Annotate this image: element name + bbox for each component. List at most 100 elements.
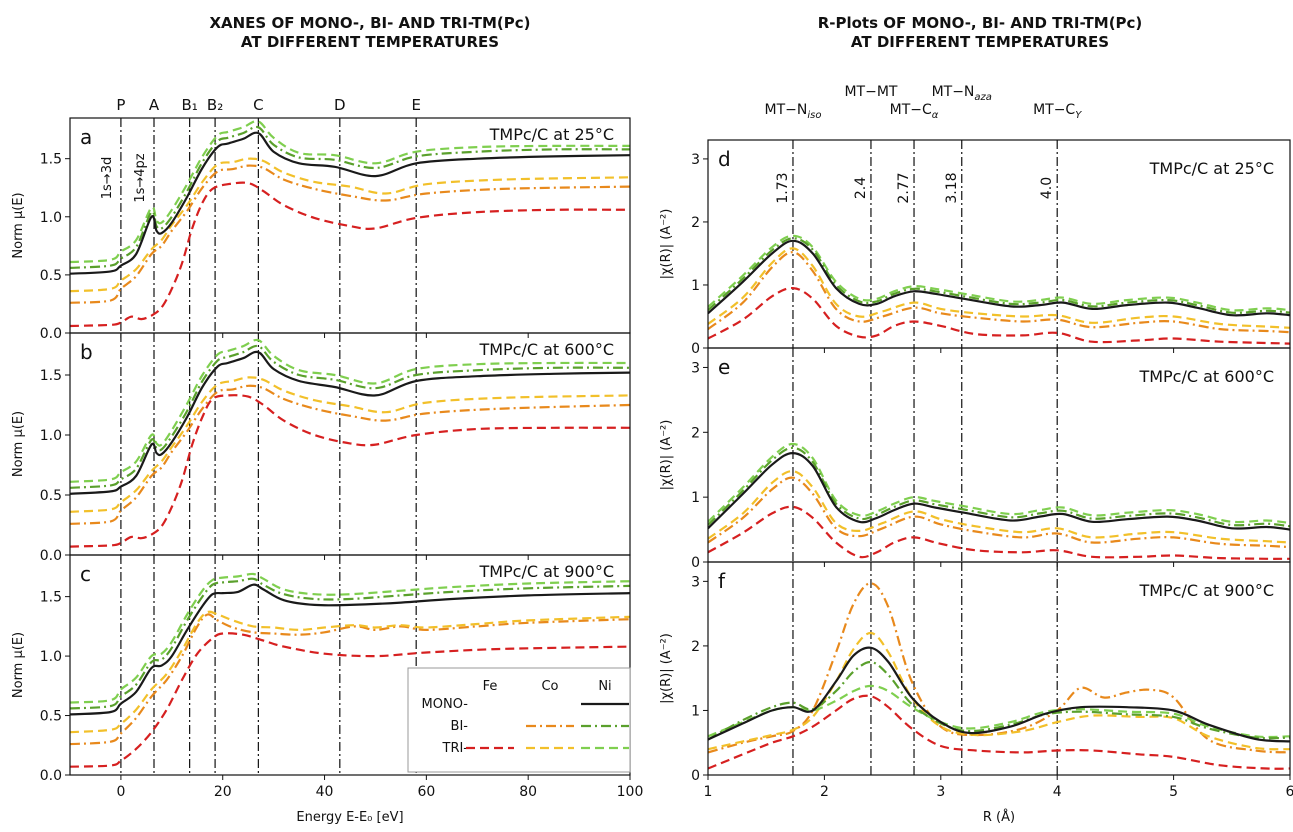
bond-label-0: MT−Niso <box>764 102 821 121</box>
series-group <box>70 120 630 328</box>
y-tick-label: 0.0 <box>40 326 62 342</box>
series-group <box>708 442 1290 560</box>
marker-label-0: P <box>116 96 125 114</box>
y-tick-label: 0.5 <box>40 488 62 504</box>
panel-label: TMPc/C at 600°C <box>478 340 614 359</box>
legend-box <box>407 667 631 773</box>
panel-label: TMPc/C at 900°C <box>1138 581 1274 600</box>
series-line-co-bi <box>708 582 1290 754</box>
x-tick-label: 40 <box>316 784 334 800</box>
series-line-ni-bi <box>708 237 1290 314</box>
distance-value-1: 2.4 <box>853 177 869 199</box>
y-tick-label: 2 <box>691 639 700 655</box>
series-line-fe-tri <box>70 394 630 548</box>
y-axis-label: Norm μ(E) <box>11 192 26 258</box>
left-title-line1: XANES OF MONO-, BI- AND TRI-TM(Pc) <box>209 14 531 32</box>
y-tick-label: 0 <box>691 341 700 357</box>
panel-letter: f <box>718 569 726 593</box>
y-tick-label: 3 <box>691 574 700 590</box>
series-line-co-bi <box>70 164 630 304</box>
y-tick-label: 0 <box>691 768 700 784</box>
panel-letter: b <box>80 340 93 364</box>
series-line-ni-tri <box>708 234 1290 312</box>
x-tick-label: 20 <box>214 784 232 800</box>
series-line-ni-mono <box>708 239 1290 317</box>
series-group <box>70 338 630 548</box>
series-line-ni-bi <box>70 577 630 710</box>
left-title-line2: AT DIFFERENT TEMPERATURES <box>240 33 500 51</box>
panel-letter: e <box>718 355 730 379</box>
panel-letter: c <box>80 562 91 586</box>
y-tick-label: 1.5 <box>40 368 62 384</box>
panel-d: 0 1 2 3 |χ(R)| (A⁻²) d TMPc/C at 25°C MT−Niso 1.… <box>659 84 1291 357</box>
x-axis-label: Energy E-E₀ [eV] <box>296 810 403 825</box>
y-tick-label: 1.5 <box>40 590 62 606</box>
x-tick-label: 5 <box>1169 784 1178 800</box>
series-line-fe-tri <box>70 181 630 328</box>
panel-e: 0 1 2 3 |χ(R)| (A⁻²) e TMPc/C at 600°C <box>659 347 1291 571</box>
series-line-fe-tri <box>708 694 1290 770</box>
x-tick-label: 6 <box>1286 784 1293 800</box>
series-line-co-tri <box>70 610 630 734</box>
series-line-co-bi <box>70 384 630 525</box>
y-tick-label: 1.0 <box>40 210 62 226</box>
series-line-fe-tri <box>708 505 1290 560</box>
panel-a: 0.0 0.5 1.0 1.5 Norm μ(E) a TMPc/C at 25°C P A B₁… <box>11 96 631 342</box>
series-line-ni-mono <box>70 350 630 495</box>
panel-label: TMPc/C at 25°C <box>1149 159 1274 178</box>
y-axis-label: |χ(R)| (A⁻²) <box>659 633 674 704</box>
y-axis-label: |χ(R)| (A⁻²) <box>659 420 674 491</box>
series-line-ni-bi <box>708 446 1290 528</box>
x-tick-label: 4 <box>1053 784 1062 800</box>
y-tick-label: 0.5 <box>40 268 62 284</box>
x-tick-label: 1 <box>704 784 713 800</box>
marker-label-2: B₁ <box>181 96 197 114</box>
series-line-ni-tri <box>70 572 630 704</box>
marker-label-6: E <box>411 96 420 114</box>
y-axis-label: Norm μ(E) <box>11 632 26 698</box>
panel-c: 0.0 0.5 1.0 1.5 0 20 40 60 80 100 Norm μ(E) Energy … <box>11 554 644 825</box>
legend-row-label: BI- <box>451 719 469 734</box>
y-tick-label: 0.0 <box>40 768 62 784</box>
panel-label: TMPc/C at 900°C <box>478 562 614 581</box>
y-tick-label: 1 <box>691 490 700 506</box>
annotation-1s-4pz: 1s→4pz <box>133 153 148 202</box>
series-line-ni-tri <box>70 338 630 483</box>
y-tick-label: 1 <box>691 703 700 719</box>
series-line-ni-mono <box>70 583 630 716</box>
marker-label-5: D <box>334 96 346 114</box>
x-tick-label: 60 <box>417 784 435 800</box>
series-group <box>70 572 630 768</box>
series-line-co-tri <box>70 157 630 293</box>
legend-col-header: Co <box>541 679 558 694</box>
series-line-ni-bi <box>708 660 1290 741</box>
legend: Fe Co Ni MONO- BI- TRI- <box>407 667 631 773</box>
distance-value-4: 4.0 <box>1039 177 1055 199</box>
x-tick-label: 3 <box>936 784 945 800</box>
series-line-ni-mono <box>70 131 630 275</box>
series-line-ni-bi <box>70 125 630 269</box>
x-tick-label: 100 <box>617 784 644 800</box>
marker-label-4: C <box>253 96 263 114</box>
right-title: R-Plots OF MONO-, BI- AND TRI-TM(Pc) AT … <box>700 14 1260 52</box>
y-tick-label: 2 <box>691 215 700 231</box>
distance-value-2: 2.77 <box>896 172 912 203</box>
x-axis-label: R (Å) <box>983 809 1015 825</box>
right-title-line1: R-Plots OF MONO-, BI- AND TRI-TM(Pc) <box>817 14 1143 32</box>
y-tick-label: 0 <box>691 555 700 571</box>
bond-label-3: MT−Naza <box>932 84 992 103</box>
left-title: XANES OF MONO-, BI- AND TRI-TM(Pc) AT DI… <box>90 14 650 52</box>
x-tick-label: 2 <box>820 784 829 800</box>
bond-label-4: MT−CY <box>1033 102 1082 121</box>
legend-row-label: TRI- <box>442 741 469 756</box>
right-title-line2: AT DIFFERENT TEMPERATURES <box>850 33 1110 51</box>
series-line-co-tri <box>708 247 1290 329</box>
y-tick-label: 0.5 <box>40 709 62 725</box>
x-tick-label: 0 <box>116 784 125 800</box>
series-group <box>708 234 1290 345</box>
marker-label-1: A <box>149 96 160 114</box>
panel-label: TMPc/C at 25°C <box>489 125 614 144</box>
y-tick-label: 1.0 <box>40 649 62 665</box>
